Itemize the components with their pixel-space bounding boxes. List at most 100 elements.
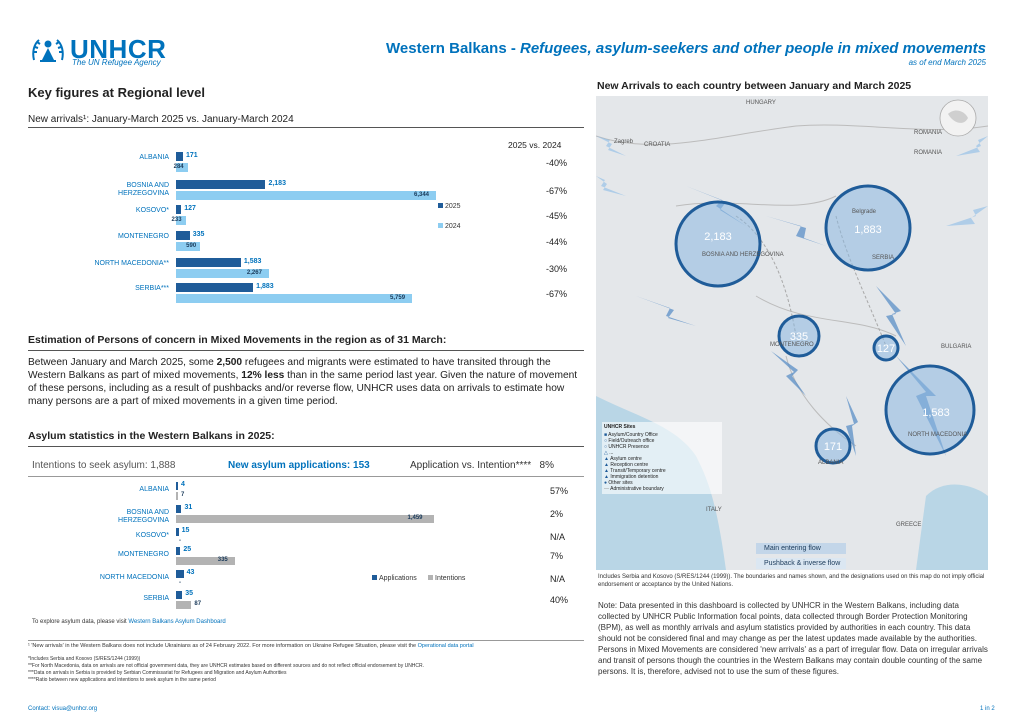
bubble-value-serbia: 1,883 (854, 224, 882, 236)
bubble-montenegro[interactable] (777, 314, 821, 358)
category-label: BOSNIA AND HERZEGOVINA (118, 182, 169, 197)
bar-applications (176, 570, 184, 578)
unhcr-logo: UNHCR The UN Refugee Agency (30, 34, 170, 68)
label-albania: ALBANIA (818, 460, 843, 466)
legend-item: ○ Field/Outreach office (604, 438, 655, 444)
category-label: SERBIA*** (135, 285, 169, 292)
legend-swatch-2025 (438, 203, 443, 208)
bar-value-2025: 127 (184, 205, 196, 212)
bar-intentions (176, 515, 434, 523)
bar-value-intentions: 7 (181, 492, 185, 498)
bar-value-2024: 233 (171, 217, 182, 223)
category-label: KOSOVO* (135, 532, 169, 539)
legend-item: ● Other sites (604, 480, 633, 486)
category-label: MONTENEGRO (118, 551, 169, 558)
bar-2025 (176, 205, 182, 214)
bar-applications (176, 547, 181, 555)
footnote-4: ***Data on arrivals in Serbia is provide… (28, 670, 287, 676)
label-montenegro: MONTENEGRO (770, 342, 814, 348)
estimated-total: 2,500 (216, 357, 243, 368)
bar-2024 (176, 191, 436, 200)
asylum-title: Asylum statistics in the Western Balkans… (28, 430, 275, 442)
divider (28, 640, 584, 641)
legend-item: ○ UNHCR Presence (604, 444, 649, 450)
legend-item: ▲ Reception centre (604, 462, 649, 468)
bar-2024 (176, 269, 269, 278)
ratio-kpi: Application vs. Intention**** 8% (410, 460, 554, 471)
bubble-value-montenegro: 335 (790, 331, 808, 343)
bar-2025 (176, 180, 266, 189)
ratio-value: 2% (550, 509, 564, 519)
bar-2025 (176, 152, 183, 161)
applications-kpi: New asylum applications: 153 (228, 460, 370, 471)
label-bih: BOSNIA AND HERZEGOVINA (702, 252, 784, 258)
category-label: NORTH MACEDONIA (99, 574, 169, 581)
footnotes-block: *Includes Serbia and Kosovo (S/RES/1244 … (28, 656, 584, 684)
map-legend: UNHCR Sites ■ Asylum/Country Office ○ Fi… (602, 422, 722, 494)
bubble-north-macedonia[interactable] (884, 364, 976, 456)
bubble-values: 2,183 1,883 335 127 1,583 171 (704, 224, 950, 453)
bar-value-2025: 1,583 (243, 258, 262, 265)
operational-portal-link[interactable]: Operational data portal (417, 643, 474, 649)
map-labels: HUNGARY CROATIA ROMANIA ROMANIA BULGARIA… (614, 100, 971, 528)
bar-value-intentions: 335 (217, 557, 228, 563)
legend-item: △ ... (604, 450, 614, 456)
legend-main-flow: Main entering flow (756, 543, 846, 554)
ratio-value: 40% (550, 595, 569, 605)
arrivals-chart: ALBANIA 171 284 -40% BOSNIA AND HERZEGOVINA 2… (0, 0, 600, 320)
asylum-dashboard-link[interactable]: Western Balkans Asylum Dashboard (128, 619, 226, 625)
contact-email[interactable]: Contact: visua@unhcr.org (28, 706, 98, 712)
bar-value-applications: 15 (181, 527, 190, 534)
label-romania: ROMANIA (914, 130, 942, 136)
divider (28, 350, 584, 351)
pushback-arrows (596, 136, 988, 226)
change-value: -67% (546, 186, 568, 196)
map-title: New Arrivals to each country between Jan… (597, 80, 912, 92)
legend-2025: 2025 (438, 203, 461, 210)
logo-tagline: The UN Refugee Agency (72, 58, 161, 67)
legend-swatch-intentions (428, 575, 433, 580)
legend-intentions: Intentions (428, 575, 465, 582)
bubble-value-albania: 171 (824, 441, 842, 453)
category-label: BOSNIA AND HERZEGOVINA (118, 509, 169, 524)
label-serbia: SERBIA (872, 255, 894, 261)
mixed-movements-map[interactable]: 2,183 1,883 335 127 1,583 171 HUNGARY CR… (596, 96, 988, 570)
bar-value-2025: 2,183 (268, 180, 286, 187)
category-label: KOSOVO* (135, 207, 169, 214)
bubble-bih[interactable] (674, 200, 762, 288)
map-disclaimer: Includes Serbia and Kosovo (S/RES/1244 (… (598, 574, 985, 588)
footnote-1: ¹ 'New arrivals' in the Western Balkans … (28, 643, 474, 649)
bar-value-2025: 171 (186, 152, 198, 159)
change-value: -30% (546, 264, 568, 274)
unhcr-emblem-icon (32, 39, 64, 62)
bar-value-2024: 590 (186, 243, 197, 249)
page-number: 1 in 2 (980, 706, 995, 712)
category-label: NORTH MACEDONIA** (94, 260, 169, 267)
bar-2024 (176, 294, 413, 303)
estimation-title: Estimation of Persons of concern in Mixe… (28, 334, 447, 346)
data-note: Note: Data presented in this dashboard i… (598, 601, 988, 676)
legend-2024: 2024 (438, 223, 461, 230)
label-north-macedonia: NORTH MACEDONIA (908, 432, 967, 438)
label-belgrade: Belgrade (852, 209, 877, 215)
bubble-value-kosovo: 127 (877, 343, 895, 355)
bubble-kosovo[interactable] (872, 334, 900, 362)
footnote-5: ****Ratio between new applications and i… (28, 677, 216, 683)
aegean-sea (916, 484, 988, 570)
legend-pushback-flow: Pushback & inverse flow (756, 558, 846, 569)
bubble-serbia[interactable] (824, 184, 912, 272)
legend-swatch-2024 (438, 223, 443, 228)
category-label: ALBANIA (139, 486, 169, 493)
bubble-albania[interactable] (814, 427, 852, 465)
bubble-value-north-macedonia: 1,583 (922, 407, 950, 419)
bar-value-2025: 1,883 (256, 283, 274, 290)
logo-wordmark: UNHCR (70, 34, 167, 64)
label-romania-2: ROMANIA (914, 150, 942, 156)
bar-value-intentions: - (179, 580, 181, 586)
bar-value-intentions: - (179, 538, 181, 544)
legend-item: ▲ Transit/Temporary centre (604, 468, 666, 474)
ratio-value: N/A (550, 574, 566, 584)
bar-intentions (176, 492, 178, 500)
ratio-value: 7% (550, 551, 564, 561)
category-label: ALBANIA (139, 154, 169, 161)
